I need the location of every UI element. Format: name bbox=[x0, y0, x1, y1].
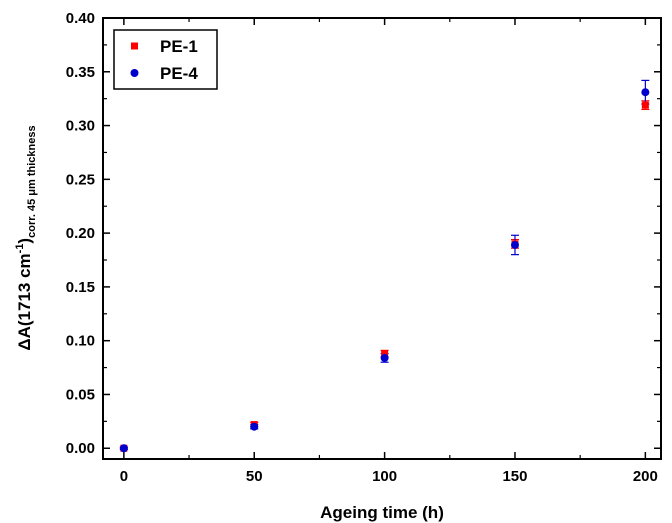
x-tick-label: 0 bbox=[120, 468, 128, 485]
y-tick-label: 0.15 bbox=[66, 279, 95, 296]
data-point-pe-1 bbox=[381, 350, 389, 358]
y-tick-label: 0.05 bbox=[66, 386, 95, 403]
y-axis-title-subscript: corr. 45 μm thickness bbox=[26, 125, 38, 238]
y-tick-label: 0.30 bbox=[66, 118, 95, 135]
legend-label-pe-1: PE-1 bbox=[160, 37, 198, 56]
y-tick-label: 0.20 bbox=[66, 225, 95, 242]
legend-marker-pe-4 bbox=[130, 69, 139, 77]
legend-marker-pe-1 bbox=[131, 42, 138, 50]
data-point-pe-4 bbox=[119, 444, 128, 453]
y-axis-title: ΔA(1713 cm-1)corr. 45 μm thickness bbox=[14, 125, 38, 350]
y-axis-title-close: ) bbox=[15, 238, 34, 244]
legend-box bbox=[113, 29, 218, 90]
data-point-pe-4 bbox=[250, 422, 259, 431]
data-point-pe-1 bbox=[641, 101, 649, 109]
plot-frame bbox=[102, 17, 662, 460]
x-tick-label: 150 bbox=[502, 468, 527, 485]
y-tick-label: 0.40 bbox=[66, 10, 95, 27]
data-point-pe-4 bbox=[510, 240, 519, 249]
legend: PE-1 PE-4 bbox=[113, 29, 218, 90]
x-tick-label: 100 bbox=[372, 468, 397, 485]
legend-label-pe-4: PE-4 bbox=[160, 64, 198, 83]
y-tick-label: 0.35 bbox=[66, 64, 95, 81]
y-tick-label: 0.10 bbox=[66, 333, 95, 350]
x-tick-label: 50 bbox=[246, 468, 263, 485]
data-point-pe-4 bbox=[641, 88, 650, 97]
y-tick-label: 0.00 bbox=[66, 440, 95, 457]
y-axis-title-superscript: -1 bbox=[14, 244, 26, 254]
y-tick-label: 0.25 bbox=[66, 171, 95, 188]
x-axis-title: Ageing time (h) bbox=[320, 503, 444, 522]
y-axis-title-main: ΔA(1713 cm bbox=[15, 253, 34, 350]
data-point-pe-4 bbox=[380, 353, 389, 362]
x-tick-label: 200 bbox=[633, 468, 658, 485]
